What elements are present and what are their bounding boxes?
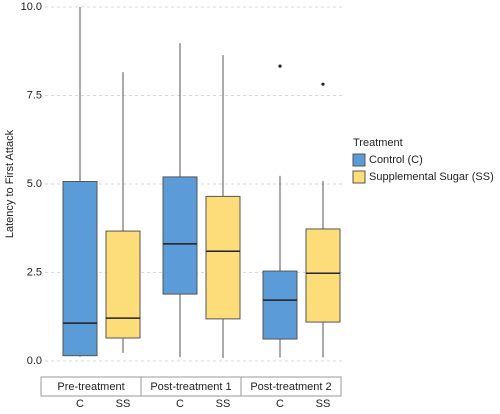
legend-swatch — [352, 170, 366, 184]
x-tick-label: C — [276, 398, 284, 409]
facet-label: Post-treatment 1 — [150, 381, 231, 393]
y-tick-label: 5.0 — [27, 178, 42, 190]
y-tick-label: 2.5 — [27, 266, 42, 278]
outlier — [278, 64, 282, 68]
box — [305, 228, 341, 323]
x-tick-label: SS — [116, 398, 131, 409]
legend-label: Control (C) — [369, 154, 423, 166]
y-tick-label: 0.0 — [27, 355, 42, 367]
x-tick-label: C — [76, 398, 84, 409]
legend-title: Treatment — [353, 137, 403, 149]
facet-strip — [240, 376, 342, 397]
legend-label: Supplemental Sugar (SS) — [369, 171, 494, 183]
facet-label: Pre-treatment — [57, 381, 124, 393]
legend-swatch — [352, 153, 366, 167]
outlier — [321, 82, 325, 86]
facet-label: Post-treatment 2 — [250, 381, 331, 393]
box — [262, 270, 298, 340]
y-tick-label: 10.0 — [21, 1, 42, 13]
x-tick-label: SS — [216, 398, 231, 409]
y-axis-label: Latency to First Attack — [4, 129, 16, 238]
box — [162, 176, 198, 295]
box — [105, 230, 141, 339]
box — [62, 181, 98, 357]
y-tick-label: 7.5 — [27, 89, 42, 101]
x-tick-label: C — [176, 398, 184, 409]
box — [205, 195, 241, 320]
x-tick-label: SS — [316, 398, 331, 409]
